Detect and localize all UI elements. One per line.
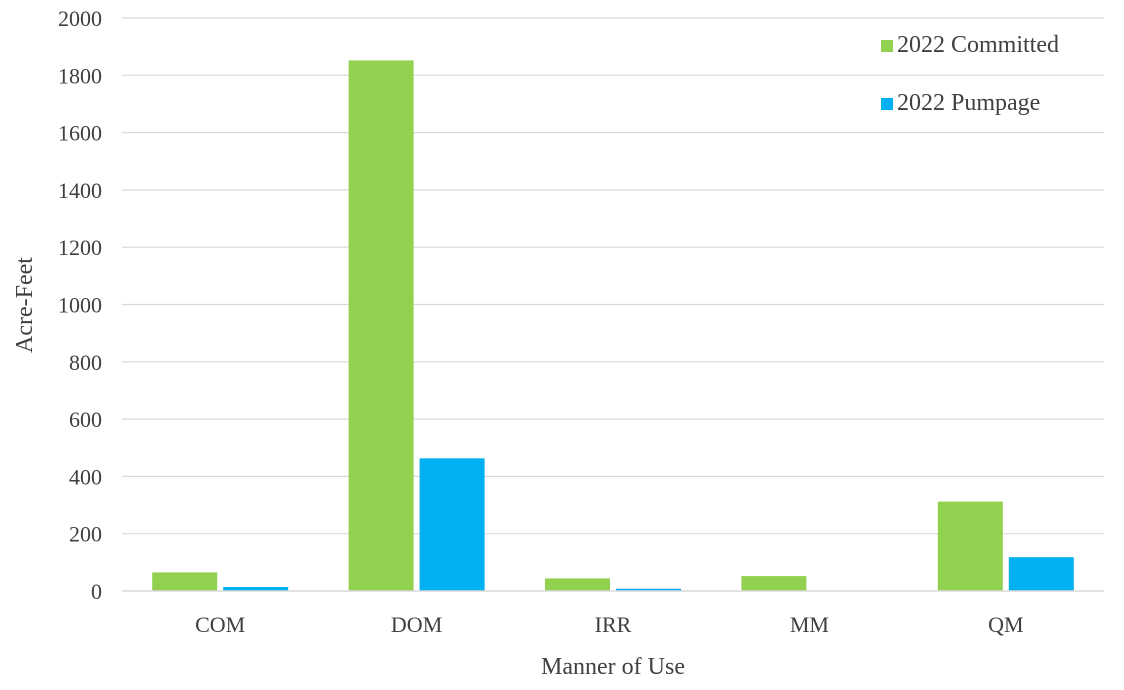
legend: 2022 Committed 2022 Pumpage bbox=[881, 32, 1059, 116]
y-tick-label: 800 bbox=[69, 350, 102, 375]
y-tick-label: 0 bbox=[91, 579, 102, 604]
bar-qm-pumpage bbox=[1008, 557, 1074, 591]
y-tick-label: 2000 bbox=[58, 6, 102, 31]
x-tick-label: IRR bbox=[595, 612, 632, 637]
x-tick-label: DOM bbox=[391, 612, 442, 637]
y-tick-label: 600 bbox=[69, 407, 102, 432]
bar-mm-committed bbox=[741, 576, 807, 591]
bars bbox=[152, 60, 1074, 592]
x-tick-label: MM bbox=[790, 612, 829, 637]
y-tick-label: 1800 bbox=[58, 63, 102, 88]
y-tick-label: 1000 bbox=[58, 293, 102, 318]
y-axis-ticks: 0 200 400 600 800 1000 1200 1400 1600 1800 2000 bbox=[58, 6, 102, 604]
x-tick-label: QM bbox=[988, 612, 1023, 637]
legend-swatch bbox=[881, 98, 893, 110]
bar-dom-pumpage bbox=[419, 458, 485, 591]
gridlines bbox=[122, 17, 1104, 535]
legend-label: 2022 Pumpage bbox=[897, 90, 1040, 116]
y-tick-label: 1200 bbox=[58, 235, 102, 260]
y-tick-label: 1400 bbox=[58, 178, 102, 203]
bar-qm-committed bbox=[937, 501, 1003, 591]
legend-swatch bbox=[881, 40, 893, 52]
y-axis-title: Acre-Feet bbox=[12, 257, 38, 353]
bar-com-pumpage bbox=[223, 586, 289, 591]
x-tick-label: COM bbox=[195, 612, 245, 637]
y-tick-label: 200 bbox=[69, 522, 102, 547]
bar-com-committed bbox=[152, 572, 218, 591]
bar-irr-pumpage bbox=[616, 588, 681, 591]
y-tick-label: 400 bbox=[69, 464, 102, 489]
y-tick-label: 1600 bbox=[58, 121, 102, 146]
bar-dom-committed bbox=[348, 60, 414, 592]
x-axis-title: Manner of Use bbox=[541, 654, 685, 680]
bar-irr-committed bbox=[545, 578, 610, 591]
x-axis-ticks: COM DOM IRR MM QM bbox=[195, 612, 1023, 637]
legend-label: 2022 Committed bbox=[897, 32, 1059, 58]
